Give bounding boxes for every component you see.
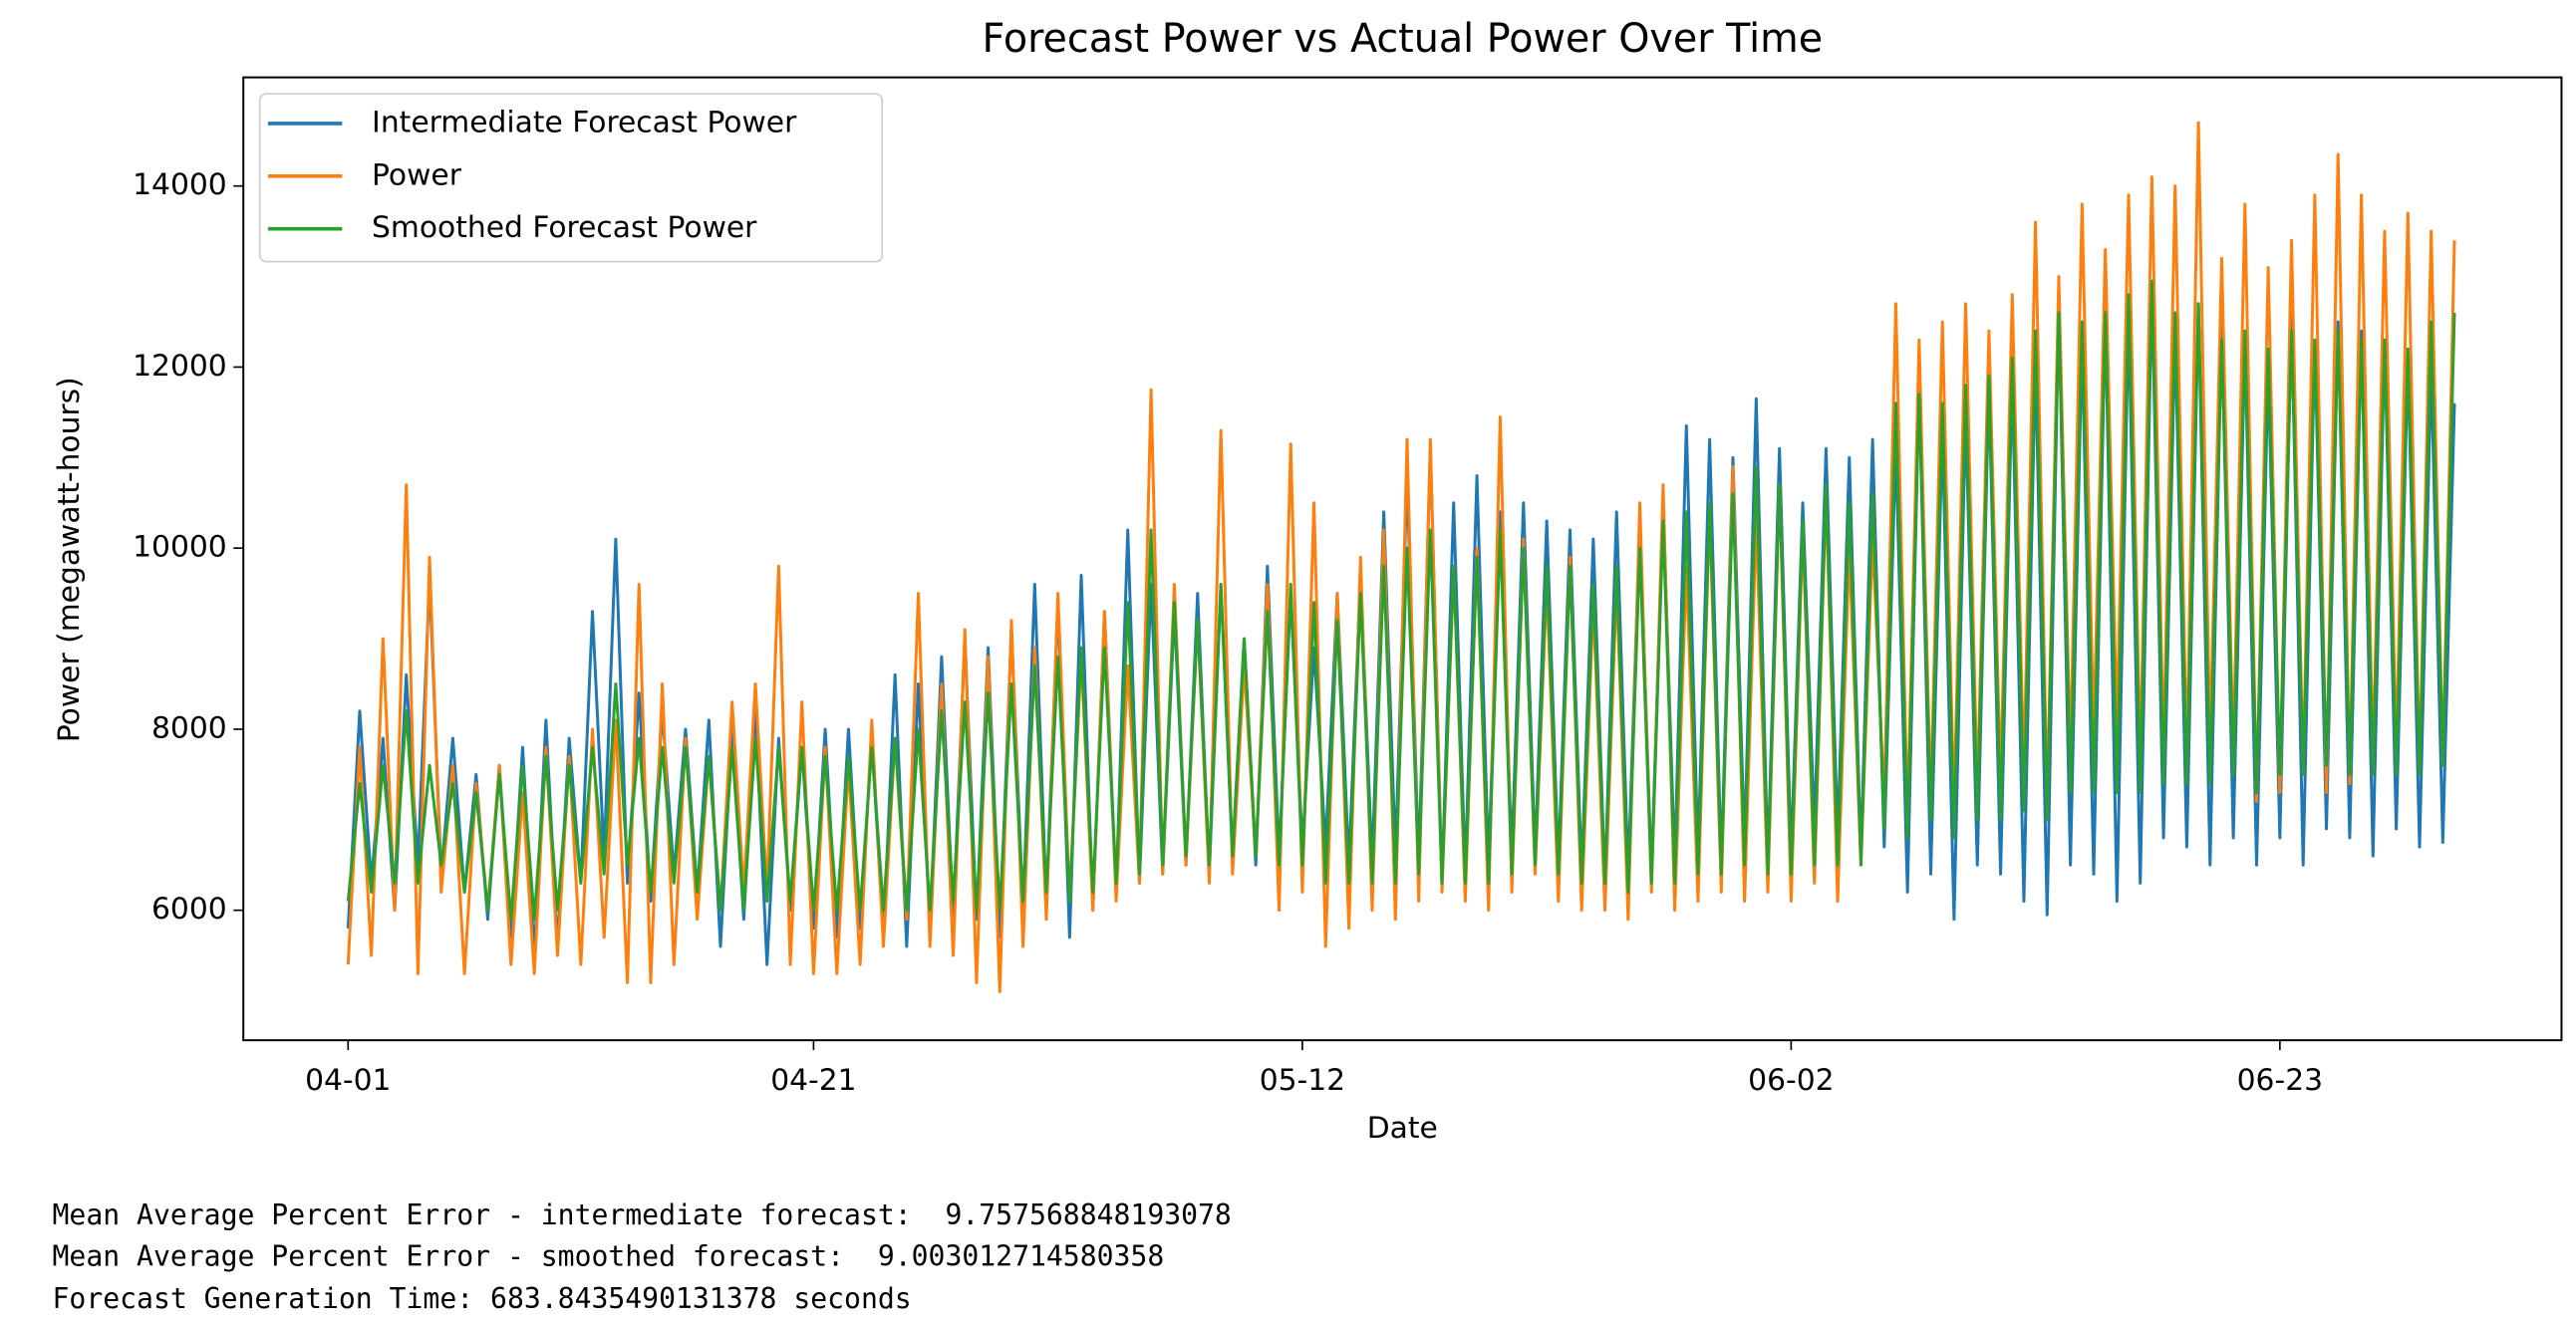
y-tick-label: 12000 [133,349,227,384]
chart-title: Forecast Power vs Actual Power Over Time [982,16,1823,62]
x-tick-label: 04-01 [305,1063,391,1098]
x-axis-label: Date [1367,1111,1438,1146]
y-axis-label: Power (megawatt-hours) [52,377,87,742]
output-line: Forecast Generation Time: 683.8435490131… [53,1282,912,1315]
y-tick-label: 14000 [133,167,227,202]
legend-label: Intermediate Forecast Power [372,105,797,139]
y-tick-label: 8000 [151,710,227,745]
y-tick-label: 6000 [151,892,227,927]
x-tick-label: 04-21 [770,1063,856,1098]
legend-label: Power [372,157,462,192]
output-line: Mean Average Percent Error - smoothed fo… [53,1239,1165,1272]
series-line [346,279,2456,922]
axes-frame [242,76,2563,1042]
legend-box [258,93,884,263]
plot-area [346,121,2456,993]
y-tick-label: 10000 [133,530,227,565]
x-tick-label: 06-23 [2237,1063,2323,1098]
legend: Intermediate Forecast Power Power Smoothed… [258,93,884,263]
legend-label: Smoothed Forecast Power [372,210,757,245]
x-tick-label: 05-12 [1260,1063,1345,1098]
x-tick-label: 06-02 [1748,1063,1834,1098]
output-line: Mean Average Percent Error - intermediat… [53,1198,1232,1231]
